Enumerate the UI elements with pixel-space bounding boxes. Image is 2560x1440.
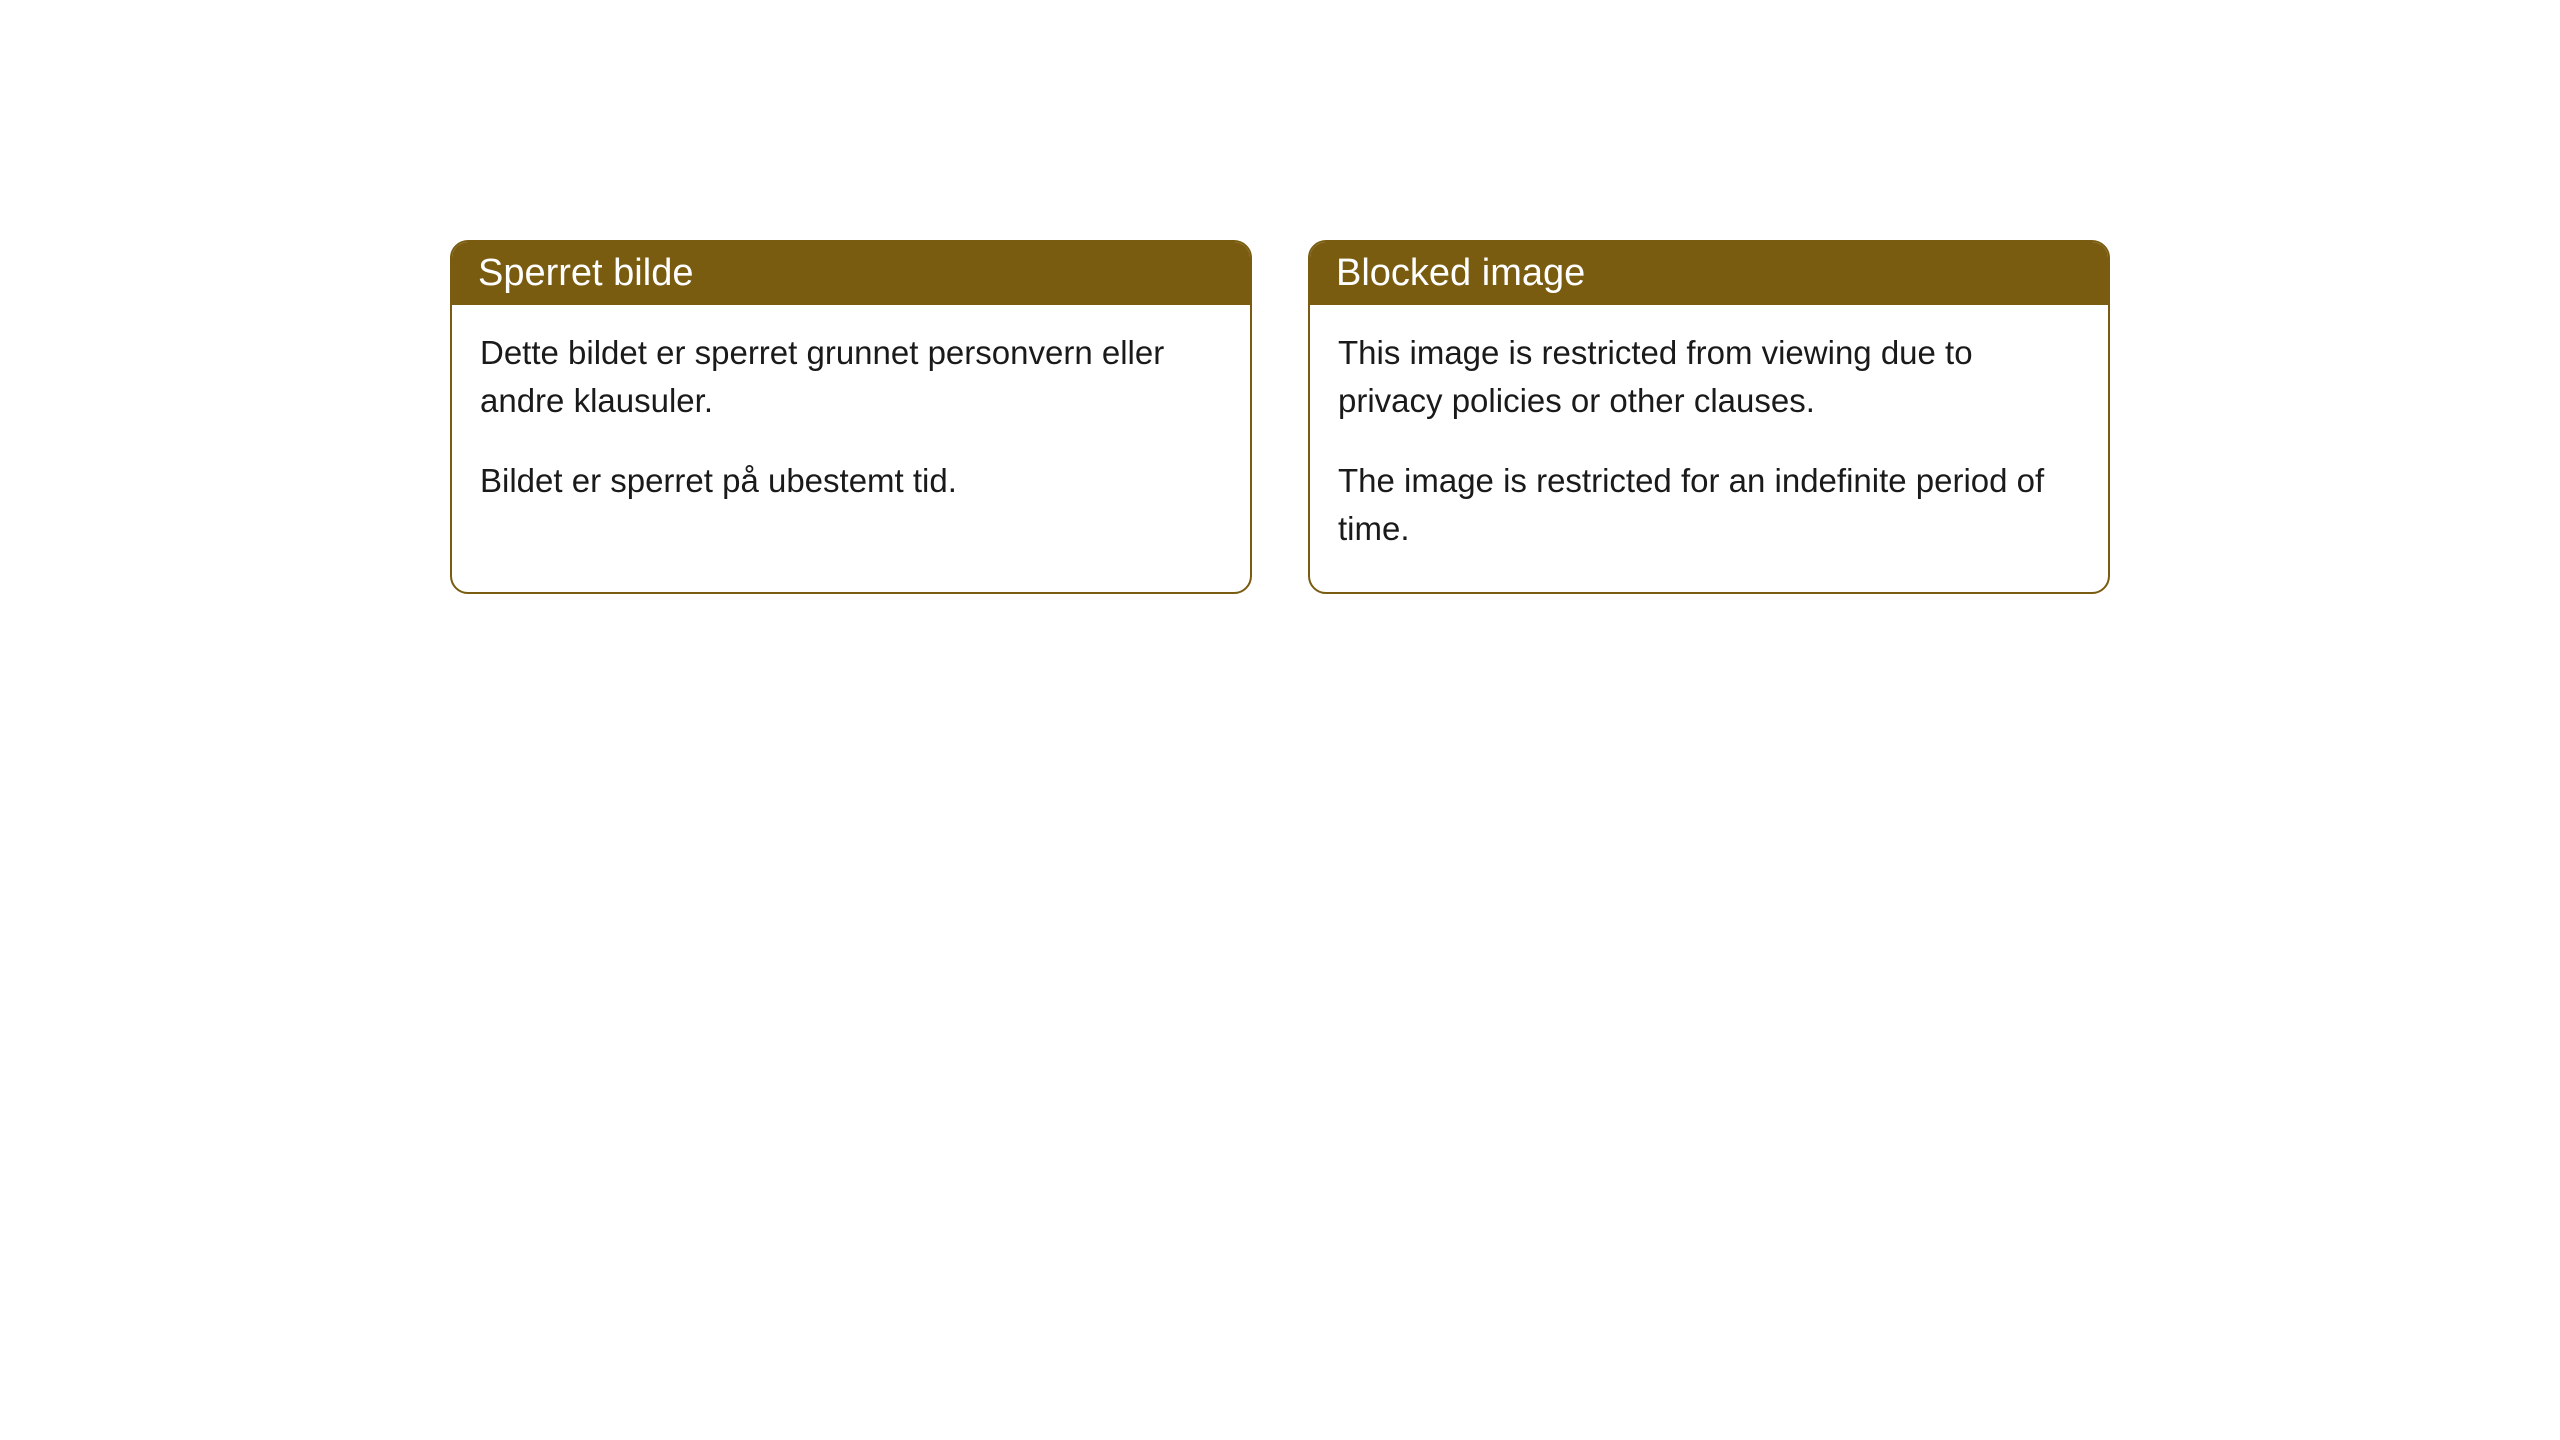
cards-container: Sperret bilde Dette bildet er sperret gr… bbox=[450, 240, 2110, 594]
card-english: Blocked image This image is restricted f… bbox=[1308, 240, 2110, 594]
card-header-english: Blocked image bbox=[1310, 242, 2108, 305]
card-paragraph-2-english: The image is restricted for an indefinit… bbox=[1338, 457, 2080, 553]
card-paragraph-1-english: This image is restricted from viewing du… bbox=[1338, 329, 2080, 425]
card-body-norwegian: Dette bildet er sperret grunnet personve… bbox=[452, 305, 1250, 545]
card-header-norwegian: Sperret bilde bbox=[452, 242, 1250, 305]
card-norwegian: Sperret bilde Dette bildet er sperret gr… bbox=[450, 240, 1252, 594]
card-body-english: This image is restricted from viewing du… bbox=[1310, 305, 2108, 592]
card-paragraph-1-norwegian: Dette bildet er sperret grunnet personve… bbox=[480, 329, 1222, 425]
card-title-english: Blocked image bbox=[1336, 252, 1585, 294]
card-title-norwegian: Sperret bilde bbox=[478, 252, 693, 294]
card-paragraph-2-norwegian: Bildet er sperret på ubestemt tid. bbox=[480, 457, 1222, 505]
